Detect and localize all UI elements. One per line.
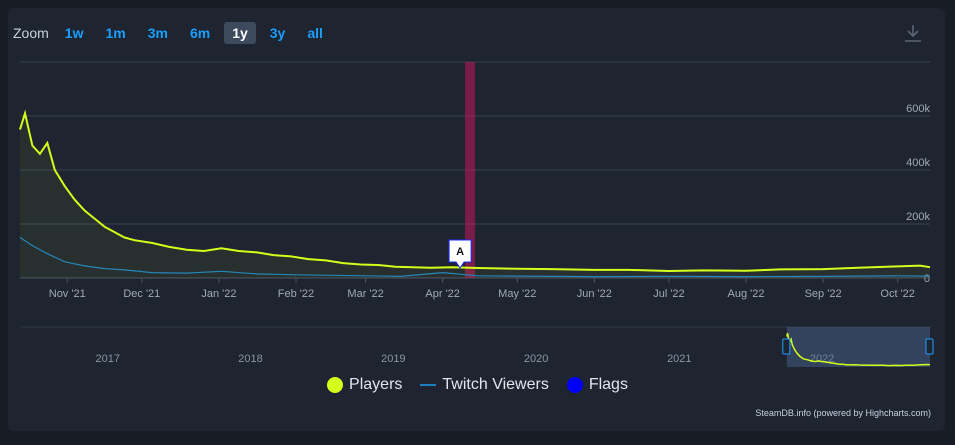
download-icon <box>905 25 921 42</box>
zoom-button-all[interactable]: all <box>307 25 323 41</box>
zoom-button-1y[interactable]: 1y <box>224 22 256 44</box>
legend-item-twitch[interactable]: Twitch Viewers <box>420 376 549 394</box>
zoom-button-1m[interactable]: 1m <box>105 25 126 41</box>
legend: Players Twitch Viewers Flags <box>0 376 955 394</box>
zoom-label: Zoom <box>13 25 49 41</box>
zoom-button-3y[interactable]: 3y <box>269 25 286 41</box>
legend-label-twitch: Twitch Viewers <box>442 376 549 393</box>
twitch-line-icon <box>420 384 437 386</box>
download-button[interactable] <box>903 22 923 49</box>
zoom-button-3m[interactable]: 3m <box>147 25 168 41</box>
players-dot-icon <box>327 377 344 393</box>
legend-label-players: Players <box>349 376 403 393</box>
legend-label-flags: Flags <box>588 376 628 393</box>
chart-card <box>8 8 945 431</box>
zoom-bar: Zoom 1w 1m 3m 6m 1y 3y all <box>13 22 337 44</box>
zoom-button-6m[interactable]: 6m <box>189 25 211 41</box>
credit-text: SteamDB.info (powered by Highcharts.com) <box>755 408 931 418</box>
flags-dot-icon <box>566 377 583 393</box>
legend-item-players[interactable]: Players <box>327 376 402 394</box>
legend-item-flags[interactable]: Flags <box>566 376 628 394</box>
zoom-button-1w[interactable]: 1w <box>64 25 84 41</box>
